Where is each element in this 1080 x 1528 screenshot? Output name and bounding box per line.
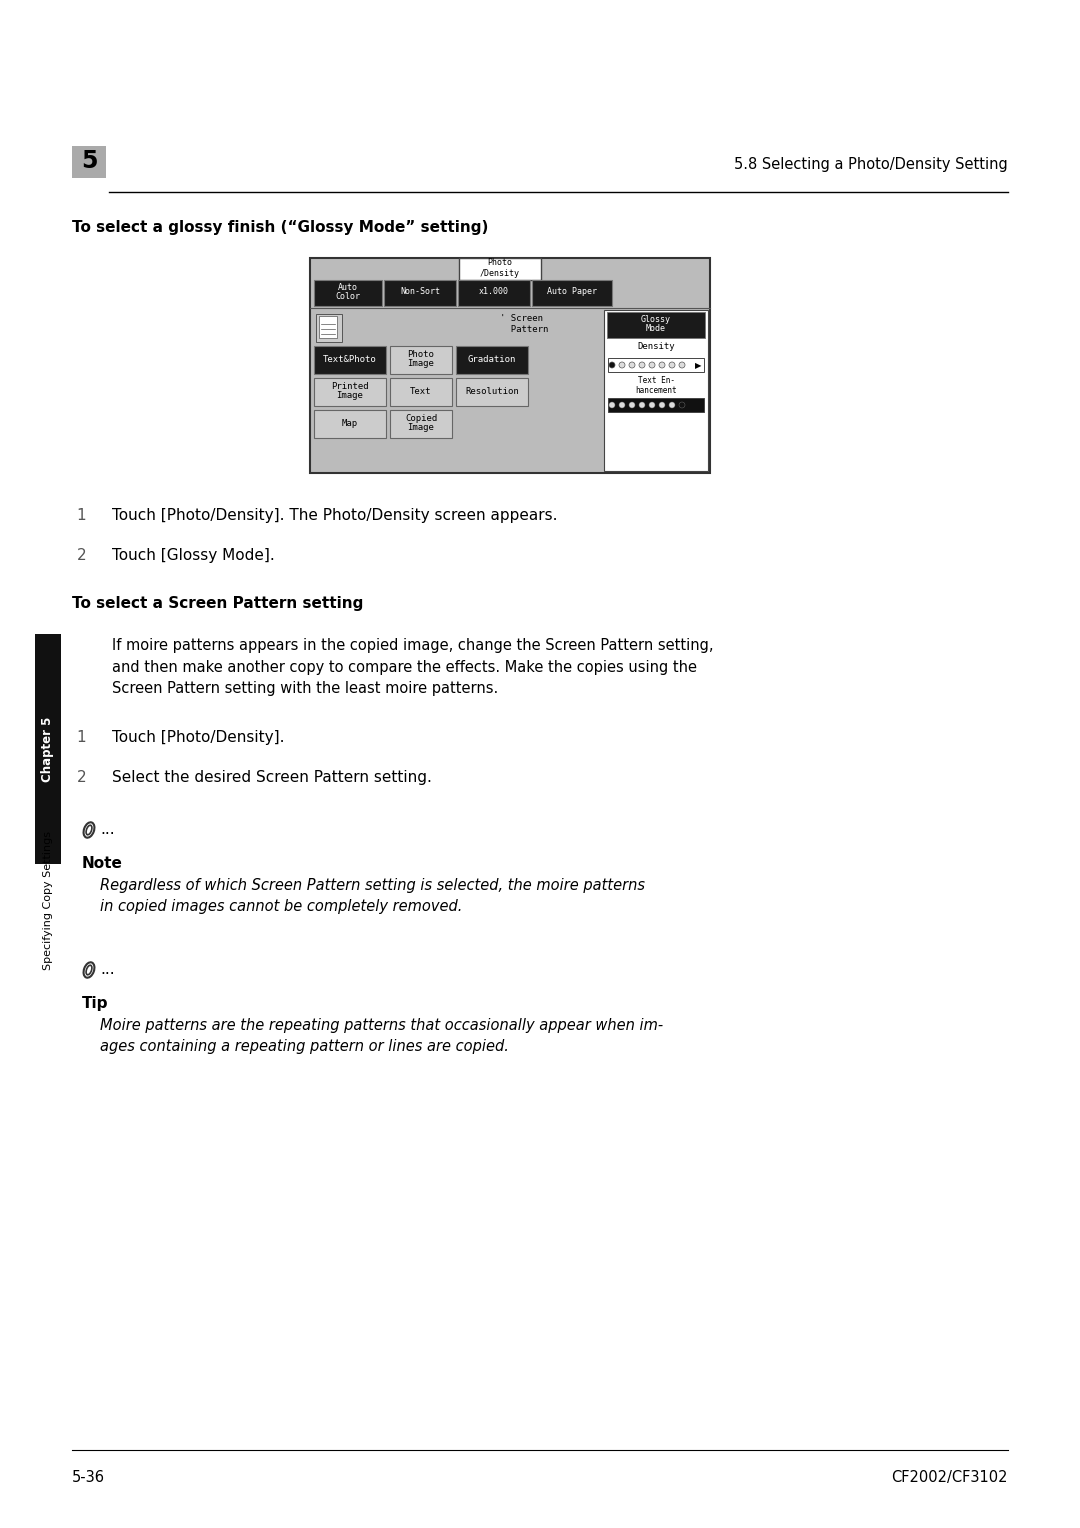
Circle shape — [629, 362, 635, 368]
Text: Text: Text — [410, 387, 432, 396]
Bar — [604, 310, 708, 471]
Text: Photo
/Density: Photo /Density — [480, 258, 519, 278]
Text: Tip: Tip — [82, 996, 108, 1012]
Text: 5.8 Selecting a Photo/Density Setting: 5.8 Selecting a Photo/Density Setting — [734, 157, 1008, 173]
Circle shape — [639, 402, 645, 408]
Circle shape — [659, 402, 665, 408]
Text: Glossy
Mode: Glossy Mode — [642, 315, 671, 333]
Text: Select the desired Screen Pattern setting.: Select the desired Screen Pattern settin… — [112, 770, 432, 785]
Circle shape — [679, 402, 685, 408]
Text: 5-36: 5-36 — [72, 1470, 105, 1485]
Bar — [456, 377, 528, 406]
Bar — [458, 280, 530, 306]
Bar — [607, 312, 705, 338]
Text: Touch [Photo/Density]. The Photo/Density screen appears.: Touch [Photo/Density]. The Photo/Density… — [112, 507, 557, 523]
Text: Chapter 5: Chapter 5 — [41, 717, 54, 782]
Bar — [314, 280, 382, 306]
Text: To select a glossy finish (“Glossy Mode” setting): To select a glossy finish (“Glossy Mode”… — [72, 220, 488, 235]
Text: Text En-
hancement: Text En- hancement — [635, 376, 677, 396]
Circle shape — [619, 362, 625, 368]
Text: To select a Screen Pattern setting: To select a Screen Pattern setting — [72, 596, 363, 611]
Bar — [319, 316, 337, 338]
Bar — [314, 410, 386, 439]
Bar — [314, 377, 386, 406]
Circle shape — [609, 402, 615, 408]
Circle shape — [659, 362, 665, 368]
Text: Note: Note — [82, 856, 123, 871]
Bar — [390, 377, 453, 406]
Text: Copied
Image: Copied Image — [405, 414, 437, 432]
Circle shape — [619, 402, 625, 408]
Text: 1: 1 — [77, 730, 86, 746]
Bar — [72, 147, 106, 177]
Text: Specifying Copy Settings: Specifying Copy Settings — [43, 831, 53, 969]
Text: If moire patterns appears in the copied image, change the Screen Pattern setting: If moire patterns appears in the copied … — [112, 639, 714, 697]
Text: Auto Paper: Auto Paper — [546, 287, 597, 296]
Text: Moire patterns are the repeating patterns that occasionally appear when im-
ages: Moire patterns are the repeating pattern… — [100, 1018, 663, 1054]
Text: CF2002/CF3102: CF2002/CF3102 — [891, 1470, 1008, 1485]
Circle shape — [609, 362, 615, 368]
Text: Printed
Image: Printed Image — [332, 382, 368, 400]
Bar — [459, 258, 541, 280]
Text: ▶: ▶ — [694, 362, 701, 370]
Bar — [384, 280, 456, 306]
Bar — [316, 313, 342, 342]
Text: Resolution: Resolution — [465, 387, 518, 396]
Circle shape — [649, 402, 654, 408]
Bar — [314, 345, 386, 374]
Bar — [532, 280, 612, 306]
Bar — [310, 258, 710, 474]
Text: Map: Map — [342, 419, 359, 428]
Text: Gradation: Gradation — [468, 354, 516, 364]
Text: Text&Photo: Text&Photo — [323, 354, 377, 364]
Circle shape — [639, 362, 645, 368]
Text: ...: ... — [100, 822, 114, 837]
Circle shape — [669, 362, 675, 368]
Bar — [608, 397, 704, 413]
Text: Auto
Color: Auto Color — [336, 283, 361, 301]
Text: Density: Density — [637, 342, 675, 351]
Bar — [608, 358, 704, 371]
Bar — [390, 410, 453, 439]
Bar — [390, 345, 453, 374]
Bar — [456, 345, 528, 374]
Text: Touch [Photo/Density].: Touch [Photo/Density]. — [112, 730, 284, 746]
Circle shape — [679, 362, 685, 368]
Circle shape — [649, 362, 654, 368]
Text: 1: 1 — [77, 507, 86, 523]
Text: 5: 5 — [81, 150, 97, 173]
Text: x1.000: x1.000 — [480, 287, 509, 296]
Text: Non-Sort: Non-Sort — [400, 287, 440, 296]
Circle shape — [629, 402, 635, 408]
Text: Photo
Image: Photo Image — [407, 350, 434, 368]
Circle shape — [669, 402, 675, 408]
Text: ' Screen
  Pattern: ' Screen Pattern — [500, 313, 549, 335]
Text: Regardless of which Screen Pattern setting is selected, the moire patterns
in co: Regardless of which Screen Pattern setti… — [100, 879, 645, 914]
Text: 2: 2 — [77, 770, 86, 785]
Text: Touch [Glossy Mode].: Touch [Glossy Mode]. — [112, 549, 274, 562]
Text: ...: ... — [100, 963, 114, 976]
Bar — [35, 634, 60, 863]
Text: 2: 2 — [77, 549, 86, 562]
